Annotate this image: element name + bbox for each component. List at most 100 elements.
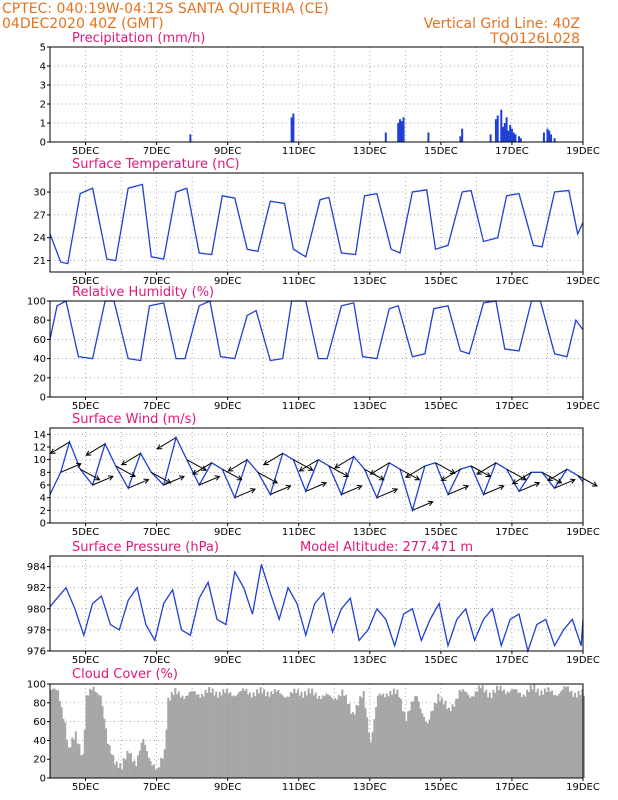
cloud-bar [506,691,509,778]
cloud-bar [133,760,136,778]
cloud-bar [275,691,278,778]
cloud-bar [581,689,584,778]
date-label: 15DEC [424,655,458,666]
cloud-bar [238,691,241,778]
cloud-bar [78,744,81,778]
cloud-bar [263,689,266,778]
wind-arrow [115,465,136,477]
cloud-bar [510,689,513,778]
date-label: 13DEC [353,527,387,538]
wind-arrow [541,471,562,484]
cloud-bar [280,694,283,778]
wind-frame [49,427,584,524]
cloud-bar [543,688,546,778]
cloud-bar [490,698,493,778]
cloud-bar [352,712,355,778]
date-label: 11DEC [282,782,316,793]
cloud-bar [408,710,411,778]
cloud-bar [302,697,305,778]
precip-bar [548,130,551,142]
cloud-bar [565,687,568,778]
precip-bar [514,134,517,142]
cloud-bar [407,711,410,778]
precip-bar [553,138,556,142]
y-tick-label: 40 [33,354,46,365]
wind-arrow [293,459,313,471]
cloud-bar [309,693,312,778]
date-label: 9DEC [214,527,241,538]
cloud-bar [117,767,120,778]
cloud-bar [165,729,168,778]
cloud-bar [513,689,516,778]
wind-arrow [547,468,568,481]
wind-arrow [228,459,248,472]
cloud-bar [568,691,571,778]
cloud-bar [517,692,520,778]
cloud-bar [396,689,399,778]
cloud-bar [316,698,319,778]
cloud-bar [236,694,239,778]
wind-arrow [470,465,491,477]
cloud-bar [176,694,179,778]
y-tick-label: 21 [33,256,46,267]
cloud-bar [279,693,282,778]
wind-arrow-head [591,481,598,487]
cloud-bar [62,718,65,778]
cloud-bar [211,688,214,778]
cloud-bar [423,716,426,778]
cloud-bar [208,687,211,778]
wind-arrow-head [511,479,518,485]
cloud-bar [479,688,482,778]
cloud-bar [57,690,60,778]
cloud-bar [172,694,175,778]
humidity-panel: Relative Humidity (%) 0 20 40 60 80 100 5DEC 7D… [27,285,600,412]
cloud-bar [551,690,553,778]
y-tick-label: 12 [33,443,46,454]
cloud-bar [405,721,408,778]
cloud-bar [561,689,564,778]
wind-arrow [328,465,349,477]
cloud-bar [463,691,466,778]
cloud-bar [241,688,244,778]
cloud-bar [417,701,420,778]
cloud-bar [140,742,143,778]
wind-arrow [270,485,291,495]
cloud-bar [424,721,427,778]
cloud-bar [325,693,328,778]
date-label: 19DEC [566,146,600,157]
cloud-bar [296,689,299,778]
y-tick-label: 24 [33,233,46,244]
cloud-bar [334,698,337,778]
cloud-bar [115,761,118,778]
cloud-bar [113,764,116,778]
cloud-bar [217,697,219,778]
cloud-bar [495,685,498,778]
cloud-bar [97,695,100,778]
cloud-bar [204,689,207,778]
cloud-bar [160,757,163,778]
cloud-bar [103,718,106,778]
cloud-bar [483,692,486,778]
cloud-bar [455,699,458,778]
cloud-bar [415,696,418,778]
cloud-bar [437,693,440,778]
cloud-bar [575,697,578,778]
y-tick-label: 2 [40,506,46,517]
cloud-bar [135,766,138,778]
cloud-bar [55,689,58,778]
date-label: 7DEC [143,276,170,287]
cloud-bar [360,697,363,778]
y-tick-label: 60 [33,335,46,346]
cloud-bar [243,690,246,778]
cloud-bar [250,697,253,778]
cloud-bar [167,697,170,778]
cloud-bar [144,744,147,778]
cloud-bar [467,695,470,778]
cloud-bar [209,692,212,778]
wind-arrow [192,462,212,475]
wind-arrow-head [569,478,576,484]
cloud-bar [193,691,196,778]
cloud-bar [481,685,484,778]
cloud-bar [552,695,555,778]
wind-arrow-head [85,450,92,456]
